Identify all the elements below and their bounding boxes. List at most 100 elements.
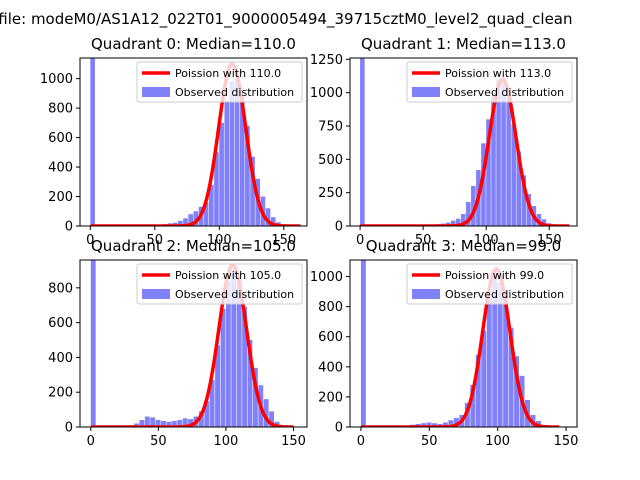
- y-tick-label: 1000: [310, 86, 343, 101]
- panel-title: Quadrant 0: Median=110.0: [91, 35, 296, 53]
- hist-bar: [492, 270, 498, 427]
- hist-bar: [497, 282, 503, 427]
- hist-bar: [455, 218, 461, 226]
- hist-bar: [460, 214, 466, 226]
- hist-bar: [503, 297, 509, 427]
- legend-hist-swatch: [142, 289, 170, 299]
- x-tick-label: 150: [554, 434, 579, 449]
- x-tick-label: 0: [86, 233, 94, 248]
- hist-bar: [90, 58, 95, 226]
- hist-bar: [360, 260, 366, 427]
- x-tick-label: 150: [281, 434, 306, 449]
- hist-bar: [203, 202, 209, 226]
- y-tick-label: 750: [318, 120, 343, 135]
- poisson-line: [358, 77, 571, 226]
- hist-bar: [239, 96, 245, 226]
- hist-bar: [150, 417, 156, 427]
- hist-bar: [242, 306, 248, 427]
- hist-bar: [208, 184, 214, 226]
- y-tick-label: 200: [318, 390, 343, 405]
- legend-label-poisson: Poission with 99.0: [445, 269, 544, 282]
- hist-bar: [139, 420, 145, 427]
- hist-bar: [224, 100, 230, 226]
- hist-bar: [511, 124, 516, 226]
- hist-bar: [360, 58, 365, 226]
- y-tick-label: 250: [318, 186, 343, 201]
- y-tick-label: 0: [65, 220, 73, 235]
- hist-bar: [265, 208, 271, 226]
- legend-label-observed: Observed distribution: [445, 86, 564, 99]
- y-tick-label: 0: [65, 421, 73, 436]
- legend-label-poisson: Poission with 110.0: [175, 67, 281, 80]
- plot-area: [89, 260, 295, 427]
- y-tick-label: 0: [335, 220, 343, 235]
- hist-bar: [182, 418, 188, 427]
- hist-bar: [231, 270, 237, 427]
- y-tick-label: 800: [318, 300, 343, 315]
- legend-box: [136, 61, 303, 103]
- y-tick-label: 400: [318, 360, 343, 375]
- hist-bar: [470, 384, 476, 427]
- hist-bar: [508, 327, 514, 427]
- hist-bar: [252, 367, 258, 427]
- hist-bar: [245, 125, 250, 226]
- y-tick-label: 400: [48, 351, 73, 366]
- legend-label-observed: Observed distribution: [175, 86, 294, 99]
- hist-bar: [450, 220, 456, 226]
- hist-bar: [214, 152, 219, 226]
- hist-bar: [225, 280, 231, 427]
- hist-bar: [486, 297, 492, 427]
- x-tick-label: 0: [87, 434, 95, 449]
- hist-bar: [506, 98, 511, 226]
- hist-bar: [220, 308, 226, 427]
- legend-hist-swatch: [142, 87, 170, 97]
- legend-hist-swatch: [412, 87, 440, 97]
- hist-bar: [486, 119, 491, 226]
- hist-bar: [496, 79, 501, 226]
- x-tick-label: 50: [147, 233, 164, 248]
- panel-title: Quadrant 1: Median=113.0: [361, 35, 566, 53]
- legend-label-poisson: Poission with 105.0: [175, 269, 281, 282]
- poisson-line: [359, 267, 561, 427]
- hist-bar: [188, 419, 193, 427]
- panel-title: Quadrant 2: Median=105.0: [91, 237, 296, 255]
- hist-bar: [90, 260, 96, 427]
- hist-bar: [514, 356, 520, 427]
- hist-bar: [171, 420, 177, 427]
- hist-bar: [215, 345, 220, 427]
- axes-frame: [79, 259, 308, 428]
- axes-frame: [349, 57, 578, 227]
- hist-bar: [161, 420, 166, 427]
- hist-bar: [270, 217, 276, 226]
- hist-bar: [177, 420, 183, 427]
- hist-bar: [234, 78, 240, 226]
- hist-bar: [193, 211, 199, 226]
- hist-bar: [155, 420, 161, 427]
- x-tick-label: 50: [415, 233, 432, 248]
- hist-bar: [432, 423, 437, 427]
- plot-area: [358, 58, 571, 226]
- y-tick-label: 0: [335, 421, 343, 436]
- y-tick-label: 600: [48, 316, 73, 331]
- y-tick-label: 600: [48, 131, 73, 146]
- y-tick-label: 500: [318, 153, 343, 168]
- hist-bar: [541, 219, 547, 226]
- x-tick-label: 150: [271, 233, 296, 248]
- legend-hist-swatch: [412, 289, 440, 299]
- y-tick-label: 400: [48, 161, 73, 176]
- y-tick-label: 1000: [40, 72, 73, 87]
- x-tick-label: 0: [356, 233, 364, 248]
- hist-bar: [516, 151, 522, 226]
- hist-bar: [263, 399, 269, 427]
- y-tick-label: 600: [318, 330, 343, 345]
- legend-label-observed: Observed distribution: [175, 288, 294, 301]
- poisson-line: [89, 263, 295, 427]
- hist-bar: [466, 202, 471, 226]
- x-tick-label: 50: [150, 434, 167, 449]
- hist-bar: [426, 422, 432, 427]
- legend-box: [406, 263, 573, 305]
- poisson-line: [89, 62, 302, 226]
- y-tick-label: 1000: [310, 270, 343, 285]
- hist-bar: [491, 92, 496, 226]
